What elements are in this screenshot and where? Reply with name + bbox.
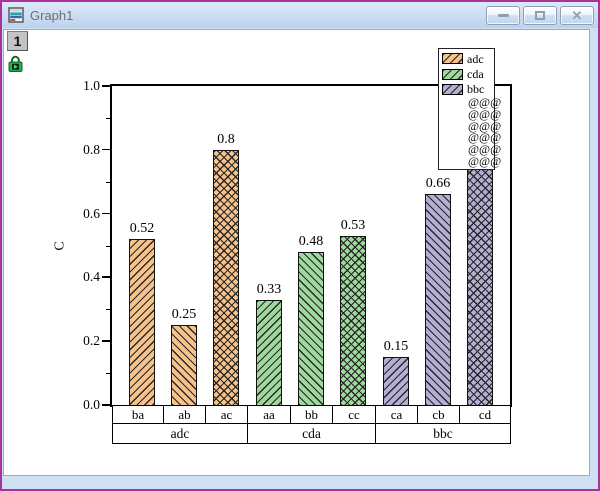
bar-value-label-aa: 0.33 xyxy=(256,282,282,297)
legend-extra-row: @@@ xyxy=(468,141,502,156)
x-axis-subcategory-ca: ca xyxy=(375,405,418,424)
legend-label: bbc xyxy=(467,82,485,97)
maximize-icon xyxy=(535,11,545,20)
minimize-icon xyxy=(497,14,509,17)
y-tick-label: 0.6 xyxy=(83,205,100,221)
legend-extra-row: @@@ xyxy=(468,106,502,121)
y-major-tick xyxy=(102,85,110,87)
maximize-button[interactable] xyxy=(523,6,557,25)
x-axis-subcategory-ac: ac xyxy=(205,405,248,424)
y-major-tick xyxy=(102,404,110,406)
bar-aa[interactable] xyxy=(256,300,282,406)
bar-ab[interactable] xyxy=(171,325,197,406)
y-major-tick xyxy=(102,212,110,215)
y-minor-tick xyxy=(106,309,110,311)
y-minor-tick xyxy=(106,245,110,247)
layer-lock-icon[interactable] xyxy=(8,55,23,72)
legend-entry-adc: adc xyxy=(442,51,494,66)
x-axis-subcategory-bb: bb xyxy=(290,405,333,424)
x-axis-subcategory-cb: cb xyxy=(417,405,460,424)
legend-entry-cda: cda xyxy=(442,66,494,81)
y-axis-title: C xyxy=(52,241,68,251)
legend-label: adc xyxy=(467,51,484,66)
legend-entry-bbc: bbc xyxy=(442,82,494,97)
bar-cc[interactable] xyxy=(340,236,366,406)
y-tick-label: 0.0 xyxy=(83,397,100,412)
legend-extra-row: @@@ xyxy=(468,130,502,145)
y-minor-tick xyxy=(106,117,110,119)
legend-label: cda xyxy=(467,67,484,82)
x-axis-subcategory-cc: cc xyxy=(332,405,376,424)
x-axis-group-cda: cda xyxy=(247,423,376,444)
legend-extra-row: @@@ xyxy=(468,153,502,168)
bar-ba[interactable] xyxy=(129,239,155,406)
bar-value-label-ca: 0.15 xyxy=(383,339,409,354)
y-minor-tick xyxy=(106,373,110,375)
x-axis-subcategory-cd: cd xyxy=(459,405,511,424)
y-major-tick xyxy=(102,276,110,278)
legend-extra-row: @@@ xyxy=(468,118,502,133)
graph-page: 1 C 0.0 0.2 0.4 0.6 0.8 1.0 0.52 0.25 0.8 0.33 0.4… xyxy=(3,29,590,476)
legend-swatch-adc xyxy=(442,53,463,65)
bar-value-label-ab: 0.25 xyxy=(171,307,197,322)
y-tick-label: 0.8 xyxy=(83,141,100,157)
bar-ac[interactable] xyxy=(213,150,239,406)
bar-value-label-ac: 0.8 xyxy=(217,132,235,147)
bar-value-label-ba: 0.52 xyxy=(129,221,155,236)
legend-extra-row: @@@ xyxy=(468,95,502,110)
minimize-button[interactable] xyxy=(486,6,520,25)
x-axis-subcategory-ba: ba xyxy=(112,405,164,424)
legend-swatch-bbc xyxy=(442,83,463,95)
legend[interactable]: adc cda bbc @@@ @@@ @@@ @@@ @@@ @@@ xyxy=(438,48,502,170)
window-title: Graph1 xyxy=(30,7,74,23)
y-tick-label: 0.2 xyxy=(83,333,100,349)
x-axis-group-adc: adc xyxy=(112,423,248,444)
layer-1-button[interactable]: 1 xyxy=(7,31,28,51)
close-button[interactable]: ✕ xyxy=(560,6,594,25)
x-axis-subcategory-aa: aa xyxy=(247,405,291,424)
x-axis-group-bbc: bbc xyxy=(375,423,511,444)
y-minor-tick xyxy=(106,181,110,183)
title-bar[interactable]: Graph1 ✕ xyxy=(2,2,598,28)
y-tick-label: 0.4 xyxy=(83,269,100,285)
y-tick-label: 1.0 xyxy=(83,78,100,93)
bar-cb[interactable] xyxy=(425,194,451,406)
bar-ca[interactable] xyxy=(383,357,409,406)
bar-value-label-cc: 0.53 xyxy=(340,218,366,233)
legend-swatch-cda xyxy=(442,68,463,80)
bar-value-label-cb: 0.66 xyxy=(425,176,451,191)
y-major-tick xyxy=(102,148,110,151)
y-major-tick xyxy=(102,340,110,342)
close-icon: ✕ xyxy=(571,8,583,23)
graph-window-icon xyxy=(8,7,24,23)
bar-bb[interactable] xyxy=(298,252,324,406)
bar-value-label-bb: 0.48 xyxy=(298,234,324,249)
x-axis-subcategory-ab: ab xyxy=(163,405,206,424)
